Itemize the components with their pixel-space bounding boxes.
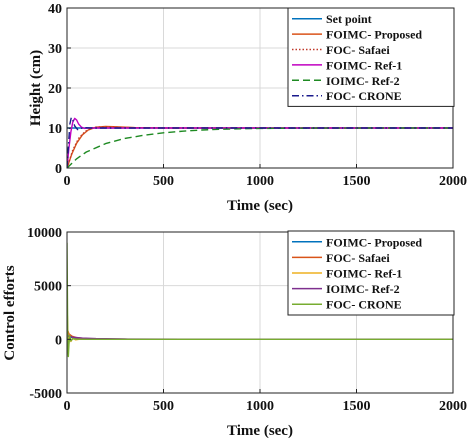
height-x-tick-label: 1500 [343,174,371,189]
control-plot-x-label: Time (sec) [227,423,293,439]
height-plot-lines [67,116,453,168]
height-y-tick-label: 30 [48,42,62,57]
control-plot-legend: FOIMC- Proposed FOC- Safaei FOIMC- Ref-1IO… [287,230,455,316]
height-plot-ticks: 0 500 1000 1500 2000 0 10 20 30 40 [48,2,467,189]
control-legend-entry: FOC- CRONE [326,298,402,312]
height-legend-entry: FOC- CRONE [326,89,402,103]
height-legend-entry: FOIMC- Ref-1 [326,58,402,72]
height-plot-y-label: Height (cm) [28,50,44,126]
height-legend-entry: FOC- Safaei [326,43,390,57]
height-y-tick-label: 20 [48,82,62,97]
control-y-tick-label: 0 [55,333,62,348]
height-legend-entry: IOIMC- Ref-2 [326,74,400,88]
control-x-tick-label: 1000 [246,399,274,414]
control-plot-y-label: Control efforts [2,265,18,360]
control-x-tick-label: 2000 [439,399,467,414]
control-x-tick-label: 0 [64,399,71,414]
control-x-tick-label: 500 [153,399,174,414]
height-legend-box [287,7,455,107]
height-x-tick-label: 0 [64,174,71,189]
control-legend-entry: IOIMC- Ref-2 [326,282,400,296]
control-legend-entry: FOIMC- Ref-1 [326,267,402,281]
height-x-tick-label: 2000 [439,174,467,189]
height-x-tick-label: 500 [153,174,174,189]
height-legend-entry: FOIMC- Proposed [326,28,422,42]
control-plot-lines [67,242,453,358]
height-legend-entry: Set point [326,12,372,26]
control-y-tick-label: 10000 [27,226,62,241]
control-series-foc-crone [67,242,453,358]
control-y-tick-label: 5000 [34,280,62,295]
height-y-tick-label: 0 [55,162,62,177]
height-series-foc-crone [67,116,453,168]
height-series-ioimc-ref-2 [67,127,453,168]
control-x-tick-label: 1500 [343,399,371,414]
height-x-tick-label: 1000 [246,174,274,189]
control-y-tick-label: -5000 [29,387,62,402]
control-legend-entry: FOC- Safaei [326,251,390,265]
height-y-tick-label: 10 [48,122,62,137]
control-legend-entry: FOIMC- Proposed [326,235,422,249]
height-plot-x-label: Time (sec) [227,198,293,214]
height-plot: 0 500 1000 1500 2000 0 10 20 30 40 Time (sec) Hei… [28,2,467,214]
height-y-tick-label: 40 [48,2,62,17]
